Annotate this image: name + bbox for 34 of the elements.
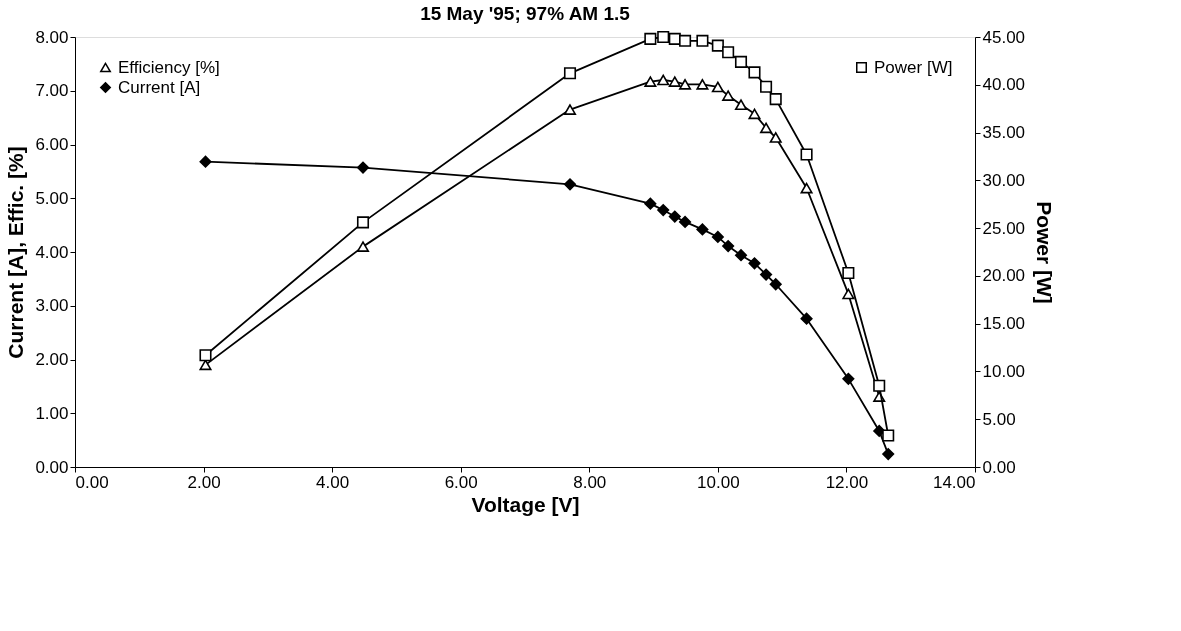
legend-label: Current [A] bbox=[118, 77, 201, 97]
y-tick-label: 0.00 bbox=[35, 457, 69, 477]
y-axis-title: Current [A], Effic. [%] bbox=[4, 146, 28, 359]
x-tick-label: 0.00 bbox=[75, 472, 109, 492]
legend-label: Efficiency [%] bbox=[118, 57, 220, 77]
y2-tick-label: 35.00 bbox=[982, 123, 1026, 143]
y2-axis-title: Power [W] bbox=[1033, 201, 1057, 304]
y-tick-label: 7.00 bbox=[35, 81, 69, 101]
x-tick-label: 4.00 bbox=[316, 472, 350, 492]
x-tick-label: 6.00 bbox=[444, 472, 478, 492]
y-tick-label: 6.00 bbox=[35, 135, 69, 154]
y-tick-label: 2.00 bbox=[35, 350, 69, 369]
y2-tick-label: 10.00 bbox=[982, 361, 1026, 381]
y2-tick-label: 5.00 bbox=[982, 409, 1016, 429]
y2-tick-label: 30.00 bbox=[982, 170, 1026, 190]
y2-tick-label: 25.00 bbox=[982, 218, 1026, 238]
y-tick-label: 4.00 bbox=[35, 242, 69, 262]
chart-title: 15 May '95; 97% AM 1.5 bbox=[420, 3, 631, 24]
y2-tick-label: 15.00 bbox=[982, 314, 1026, 334]
y2-tick-label: 45.00 bbox=[982, 27, 1026, 47]
y-tick-label: 3.00 bbox=[35, 296, 69, 316]
y2-tick-label: 40.00 bbox=[982, 75, 1026, 95]
x-tick-label: 12.00 bbox=[825, 472, 869, 492]
y-tick-label: 1.00 bbox=[35, 403, 69, 423]
y2-tick-label: 20.00 bbox=[982, 266, 1026, 286]
x-tick-label: 10.00 bbox=[697, 472, 740, 492]
y2-tick-label: 0.00 bbox=[982, 457, 1016, 477]
x-tick-label: 8.00 bbox=[573, 472, 607, 492]
y-tick-label: 8.00 bbox=[35, 27, 69, 47]
legend-label: Power [W] bbox=[874, 57, 953, 77]
x-tick-label: 14.00 bbox=[932, 472, 976, 492]
x-axis-title: Voltage [V] bbox=[471, 492, 580, 516]
y-tick-label: 5.00 bbox=[35, 188, 69, 208]
x-tick-label: 2.00 bbox=[187, 472, 221, 492]
